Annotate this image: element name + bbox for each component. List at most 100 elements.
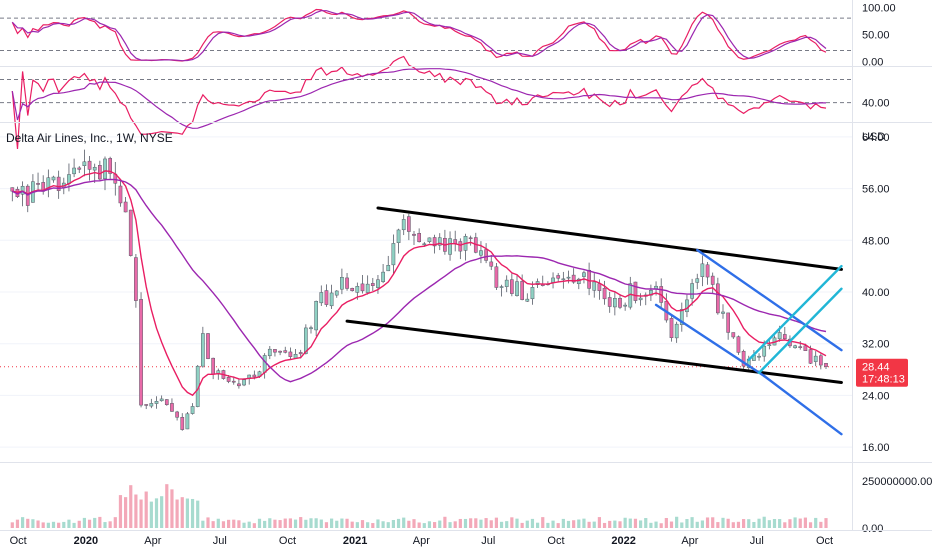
candle[interactable] xyxy=(267,346,272,360)
candle[interactable] xyxy=(334,290,339,298)
candle[interactable] xyxy=(159,395,164,402)
candle[interactable] xyxy=(376,274,380,294)
candle[interactable] xyxy=(154,396,159,409)
candle[interactable] xyxy=(607,291,612,313)
candle[interactable] xyxy=(170,398,174,412)
candle[interactable] xyxy=(427,237,432,244)
candle[interactable] xyxy=(185,412,190,430)
candle[interactable] xyxy=(690,278,694,306)
fork-lower-extension[interactable] xyxy=(763,374,843,436)
candle[interactable] xyxy=(793,344,797,349)
candle[interactable] xyxy=(448,231,452,261)
candle[interactable] xyxy=(710,272,715,294)
candle[interactable] xyxy=(530,281,535,305)
candle[interactable] xyxy=(731,332,736,339)
candle[interactable] xyxy=(283,346,288,354)
candle[interactable] xyxy=(278,350,282,356)
candle[interactable] xyxy=(340,268,344,295)
candle[interactable] xyxy=(633,281,638,304)
candle[interactable] xyxy=(314,300,318,337)
cyan-lower-line[interactable] xyxy=(757,287,843,374)
candle[interactable] xyxy=(721,304,725,319)
candle[interactable] xyxy=(685,294,689,318)
candle[interactable] xyxy=(329,284,334,309)
candle[interactable] xyxy=(386,255,391,272)
candle[interactable] xyxy=(716,277,720,315)
fork-median-line[interactable] xyxy=(696,248,843,352)
candle[interactable] xyxy=(25,184,30,213)
candle[interactable] xyxy=(576,277,581,290)
candle[interactable] xyxy=(695,273,700,290)
candle[interactable] xyxy=(510,273,514,297)
candle[interactable] xyxy=(128,209,133,257)
upper-channel-line[interactable] xyxy=(376,206,843,271)
candle[interactable] xyxy=(679,302,684,332)
candle[interactable] xyxy=(819,353,823,370)
candle[interactable] xyxy=(484,243,488,264)
candle[interactable] xyxy=(582,270,586,284)
candle[interactable] xyxy=(345,273,349,291)
candle[interactable] xyxy=(118,179,123,207)
candle[interactable] xyxy=(319,285,324,306)
candle[interactable] xyxy=(468,235,473,246)
candle[interactable] xyxy=(407,213,411,241)
candle[interactable] xyxy=(674,321,679,343)
candle[interactable] xyxy=(757,353,761,361)
fork-lower-line[interactable] xyxy=(654,303,766,378)
candle[interactable] xyxy=(350,287,355,292)
candle[interactable] xyxy=(556,272,561,283)
candle[interactable] xyxy=(638,293,643,306)
candle[interactable] xyxy=(164,399,169,406)
candle[interactable] xyxy=(77,166,82,174)
candle[interactable] xyxy=(494,262,499,290)
candle[interactable] xyxy=(381,264,385,284)
candle[interactable] xyxy=(736,335,741,355)
candle[interactable] xyxy=(87,155,92,181)
candle[interactable] xyxy=(824,363,828,369)
candle[interactable] xyxy=(489,254,494,271)
candle[interactable] xyxy=(144,404,149,410)
candle[interactable] xyxy=(108,156,113,179)
candle[interactable] xyxy=(324,284,329,307)
candle[interactable] xyxy=(237,378,241,389)
candle[interactable] xyxy=(190,403,195,415)
candle[interactable] xyxy=(813,351,818,367)
candle[interactable] xyxy=(669,314,674,342)
candle[interactable] xyxy=(56,170,61,199)
candle[interactable] xyxy=(309,325,313,334)
candle[interactable] xyxy=(767,339,772,350)
candle[interactable] xyxy=(741,349,746,369)
candle[interactable] xyxy=(458,238,463,260)
candle[interactable] xyxy=(370,277,375,291)
candle[interactable] xyxy=(437,233,442,251)
candle[interactable] xyxy=(103,156,107,191)
candle[interactable] xyxy=(726,312,730,340)
candle[interactable] xyxy=(149,398,154,409)
candle[interactable] xyxy=(566,270,571,284)
candle[interactable] xyxy=(360,275,365,294)
candle[interactable] xyxy=(82,149,87,177)
candle[interactable] xyxy=(618,294,622,310)
candle[interactable] xyxy=(180,413,185,431)
candle[interactable] xyxy=(412,231,416,246)
candle[interactable] xyxy=(504,275,509,293)
candle[interactable] xyxy=(206,333,210,360)
candle[interactable] xyxy=(288,347,293,360)
candle[interactable] xyxy=(782,326,787,340)
candle[interactable] xyxy=(515,275,519,297)
candle[interactable] xyxy=(525,293,530,302)
candle[interactable] xyxy=(134,253,138,308)
candle[interactable] xyxy=(72,158,76,178)
candle[interactable] xyxy=(561,271,566,289)
candle[interactable] xyxy=(613,290,617,316)
candle[interactable] xyxy=(273,349,277,357)
candle[interactable] xyxy=(175,410,179,421)
candle[interactable] xyxy=(700,255,705,287)
candle[interactable] xyxy=(304,324,308,355)
candle[interactable] xyxy=(705,261,710,285)
candle[interactable] xyxy=(10,187,15,202)
candle[interactable] xyxy=(396,228,401,254)
candle[interactable] xyxy=(391,234,396,275)
